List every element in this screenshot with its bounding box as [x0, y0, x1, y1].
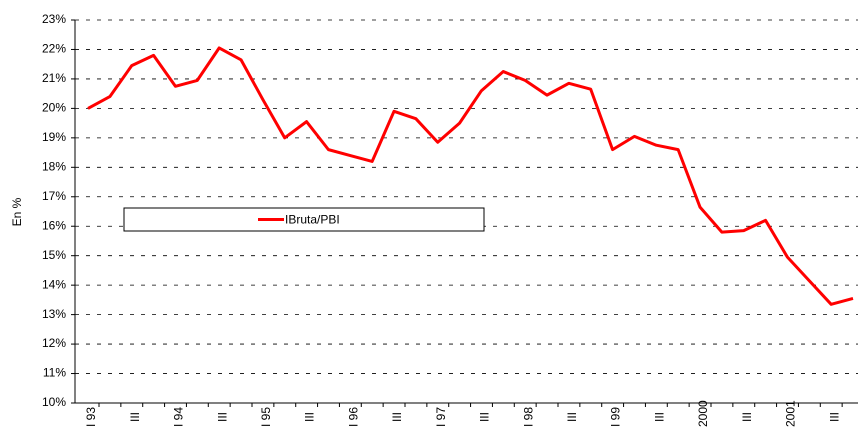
data-line	[87, 46, 854, 306]
y-tick-label: 18%	[42, 159, 66, 173]
y-tick-label: 10%	[42, 395, 66, 409]
y-tick-label: 15%	[42, 248, 66, 262]
legend-box	[123, 207, 485, 232]
y-tick-label: 17%	[42, 189, 66, 203]
y-tick-label: 12%	[42, 336, 66, 350]
x-tick-label: I 97	[434, 407, 448, 427]
x-tick-label: I 2001	[784, 400, 798, 430]
x-tick-label: III	[128, 412, 142, 422]
x-tick-label: I 95	[259, 407, 273, 427]
y-axis-label: En %	[10, 197, 24, 226]
y-tick-label: 22%	[42, 42, 66, 56]
y-tick-label: 16%	[42, 218, 66, 232]
y-tick-label: 20%	[42, 101, 66, 115]
x-tick-label: I 99	[609, 407, 623, 427]
x-tick-label: III	[478, 412, 492, 422]
y-tick-label: 21%	[42, 71, 66, 85]
x-tick-label: I 93	[84, 407, 98, 427]
y-tick-label: 13%	[42, 307, 66, 321]
y-tick-label: 23%	[42, 12, 66, 26]
x-tick-label: I 96	[346, 407, 360, 427]
x-tick-label: III	[215, 412, 229, 422]
legend-label: IBruta/PBI	[285, 213, 340, 227]
x-tick-label: I 94	[172, 407, 186, 427]
x-tick-label: III	[390, 412, 404, 422]
x-tick-label: III	[652, 412, 666, 422]
y-tick-label: 14%	[42, 277, 66, 291]
x-tick-label: III	[827, 412, 841, 422]
x-tick-label: III	[740, 412, 754, 422]
x-tick-label: III	[565, 412, 579, 422]
y-tick-label: 19%	[42, 130, 66, 144]
y-tick-label: 11%	[43, 366, 66, 380]
x-tick-label: III	[303, 412, 317, 422]
x-tick-label: I 98	[521, 407, 535, 427]
x-tick-label: I 2000	[696, 400, 710, 430]
